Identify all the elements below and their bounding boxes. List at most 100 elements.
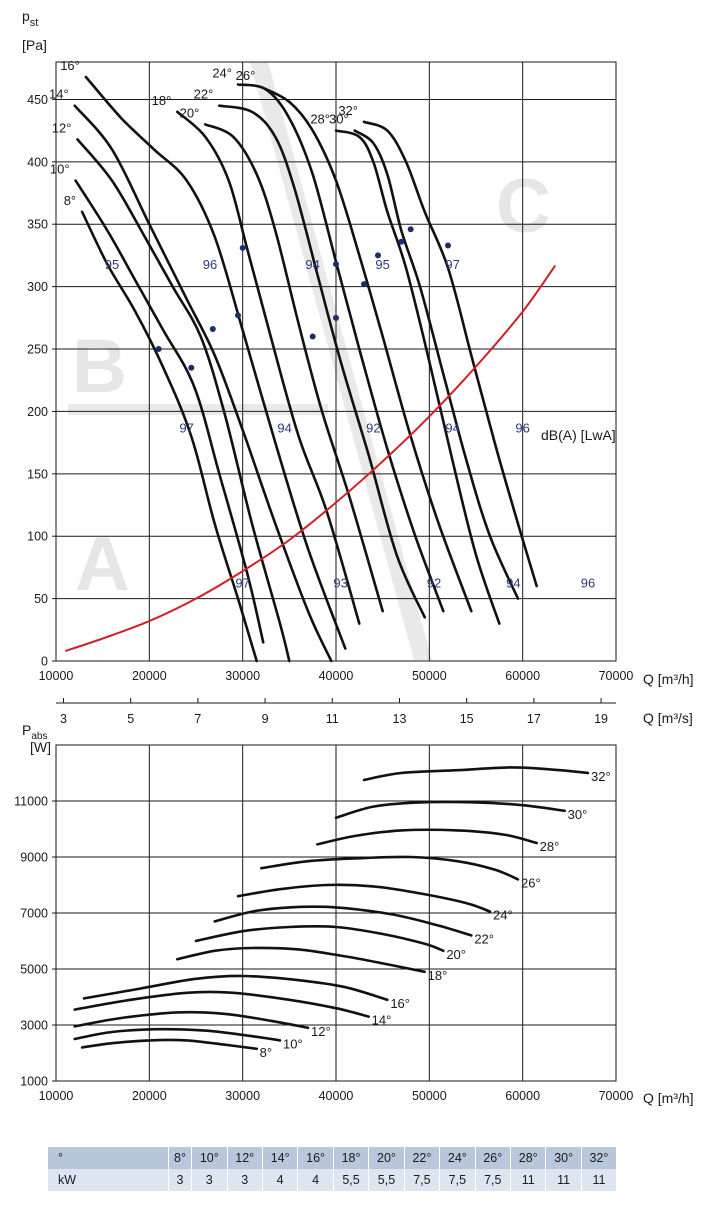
motor-table-angle-cell: 14° <box>261 1147 298 1169</box>
zone-letter-b: B <box>72 324 127 409</box>
pressure-curve-angle-label: 20° <box>180 105 200 120</box>
motor-table-kw-cell: 5,5 <box>332 1169 369 1191</box>
pressure-curve-angle-label: 22° <box>194 87 214 102</box>
pressure-curve-angle-label: 28° <box>310 112 330 127</box>
power-x-tick-label: 40000 <box>319 1089 354 1103</box>
noise-level-label: 96 <box>515 421 529 436</box>
power-curve-10 <box>316 828 538 846</box>
power-x-tick-label: 50000 <box>412 1089 447 1103</box>
pressure-secondary-x-label: Q [m³/s] <box>643 710 693 726</box>
power-curve-angle-label: 10° <box>283 1036 303 1051</box>
power-curve-angle-label: 20° <box>446 947 466 962</box>
pressure-x-tick-label: 60000 <box>505 669 540 683</box>
motor-table-angle-cell: 18° <box>332 1147 369 1169</box>
power-y-tick-label: 3000 <box>20 1019 48 1033</box>
efficiency-dot <box>188 364 195 371</box>
noise-level-label: 95 <box>375 257 389 272</box>
efficiency-dot <box>407 226 414 233</box>
pressure-curve-11 <box>353 129 520 600</box>
motor-table-header-row: ° 8° 10° 12° 14° 16° 18° 20° 22° 24° 26° 28° 30° 32° <box>48 1147 616 1169</box>
motor-table-kw-cell: 3 <box>191 1169 227 1191</box>
efficiency-dot <box>361 281 367 288</box>
power-curve-angle-label: 26° <box>521 875 541 890</box>
noise-level-label: 95 <box>105 257 119 272</box>
pressure-curve-12 <box>362 120 538 588</box>
secondary-x-tick-label: 7 <box>194 712 201 726</box>
pressure-y-tick-label: 250 <box>27 343 48 357</box>
motor-table-kw-cell: 11 <box>545 1169 582 1191</box>
pressure-curve-angle-label: 32° <box>338 103 358 118</box>
motor-table-kw-cell: 3 <box>167 1169 192 1191</box>
power-angle-labels: 8° 10° 12° 14° 16° 18° 20° 22° 24° 26° 28° 30° 32° <box>260 769 611 1060</box>
pressure-angle-labels: 8° 10° 12° 14° 16° 18° 20° 22° 24° 26° 28°30°32° <box>49 58 358 208</box>
power-chart: 1000 3000 5000 7000 9000 11000 10000 20000 3000… <box>14 722 693 1106</box>
power-curve-angle-label: 16° <box>390 996 410 1011</box>
power-curve-8 <box>236 883 492 913</box>
power-curve-7 <box>213 905 473 937</box>
noise-level-label: 92 <box>366 421 380 436</box>
power-curve-angle-label: 30° <box>568 807 588 822</box>
power-curve-angle-label: 22° <box>474 931 494 946</box>
pressure-y-tick-label: 0 <box>41 655 48 669</box>
power-curve-angle-label: 12° <box>311 1024 331 1039</box>
power-x-tick-label: 60000 <box>505 1089 540 1103</box>
pressure-x-tick-label: 20000 <box>132 669 167 683</box>
secondary-x-tick-label: 9 <box>262 712 269 726</box>
pressure-y-tick-label: 400 <box>27 155 48 169</box>
motor-table-angle-cell: 16° <box>297 1147 334 1169</box>
fan-performance-chart: A B C 0 50 100 150 200 250 300 350 400 450 10000 2… <box>14 8 694 1106</box>
noise-level-label: 97 <box>179 421 193 436</box>
pressure-curves <box>73 75 538 663</box>
pressure-curve-4 <box>84 75 347 650</box>
secondary-x-tick-label: 5 <box>127 712 134 726</box>
efficiency-dot <box>155 346 162 353</box>
power-y-tick-label: 11000 <box>14 795 48 809</box>
noise-level-label: 94 <box>305 257 319 272</box>
zone-divider-horizontal <box>68 404 328 415</box>
motor-table-kw-cell: 11 <box>580 1169 616 1191</box>
pressure-y-tick-label: 100 <box>27 530 48 544</box>
noise-level-label: 96 <box>203 257 217 272</box>
secondary-x-tick-label: 3 <box>60 712 67 726</box>
secondary-x-tick-label: 15 <box>460 712 474 726</box>
motor-table-kw-cell: 7,5 <box>403 1169 440 1191</box>
power-curve-6 <box>194 924 445 953</box>
motor-table-angle-cell: 28° <box>509 1147 546 1169</box>
power-x-tick-label: 70000 <box>599 1089 634 1103</box>
noise-level-label: 97 <box>235 575 249 590</box>
power-curve-5 <box>176 946 426 974</box>
power-curve-2 <box>73 1010 310 1030</box>
pressure-curve-angle-label: 18° <box>152 93 172 108</box>
efficiency-dot <box>235 312 241 319</box>
pressure-y-label: pst <box>22 8 38 29</box>
pressure-x-label: Q [m³/h] <box>643 671 694 687</box>
power-curve-angle-label: 8° <box>260 1045 272 1060</box>
power-grid <box>52 745 616 1082</box>
power-y-label: Pabs <box>22 722 47 742</box>
noise-level-label: 94 <box>277 421 291 436</box>
power-curve-angle-label: 18° <box>428 968 448 983</box>
pressure-x-tick-label: 70000 <box>599 669 634 683</box>
motor-table-angle-cell: 12° <box>226 1147 263 1169</box>
power-curve-9 <box>260 855 520 881</box>
power-curve-4 <box>82 974 389 1002</box>
pressure-chart: A B C 0 50 100 150 200 250 300 350 400 450 10000 2… <box>22 8 694 726</box>
power-curve-angle-label: 28° <box>540 839 560 854</box>
power-curve-3 <box>73 990 370 1018</box>
pressure-curve-7 <box>218 104 426 619</box>
pressure-curve-9 <box>260 85 473 613</box>
noise-level-label: 92 <box>427 575 441 590</box>
pressure-curve-angle-label: 26° <box>236 68 256 83</box>
motor-table-angle-cell: 22° <box>403 1147 440 1169</box>
power-y-tick-label: 9000 <box>20 851 48 865</box>
pressure-y-tick-label: 150 <box>27 467 48 481</box>
motor-table-kw-cell: 4 <box>297 1169 334 1191</box>
pressure-y-tick-label: 50 <box>34 592 48 606</box>
motor-table-angle-cell: 32° <box>580 1147 616 1169</box>
pressure-curve-8 <box>236 83 445 613</box>
power-y-tick-label: 5000 <box>20 963 48 977</box>
motor-table-kw-cell: 11 <box>509 1169 546 1191</box>
motor-table-angle-cell: 24° <box>439 1147 476 1169</box>
pressure-x-tick-label: 30000 <box>225 669 260 683</box>
power-curve-angle-label: 14° <box>372 1013 392 1028</box>
